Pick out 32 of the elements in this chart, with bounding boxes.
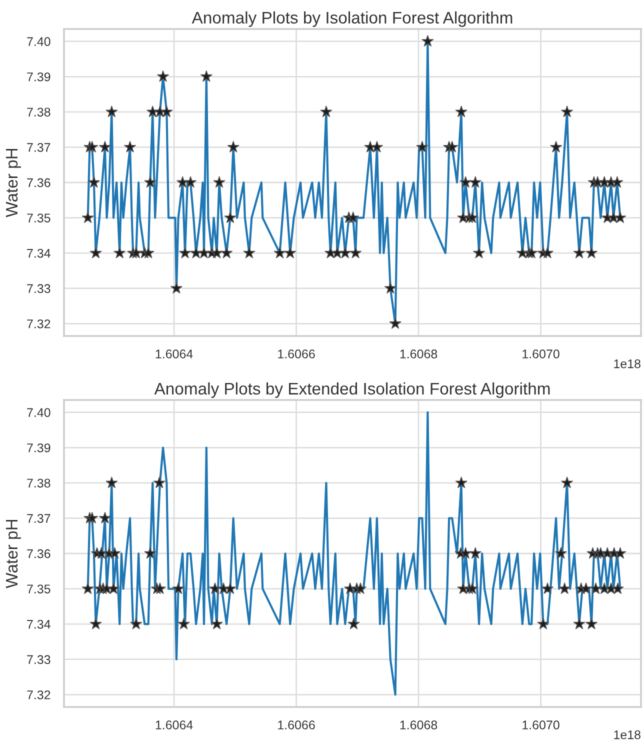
x-tick-label: 1.6070: [522, 350, 560, 358]
y-tick-label: 7.35: [27, 214, 50, 222]
y-tick-label: 7.40: [27, 408, 50, 418]
y-tick-label: 7.34: [27, 248, 50, 258]
y-axis-title: Water pH: [6, 520, 21, 588]
x-tick-label: 1.6070: [522, 720, 560, 730]
y-tick-label: 7.37: [27, 514, 50, 523]
y-tick-label: 7.34: [27, 620, 50, 629]
text: 1e18: [614, 359, 640, 368]
text: 1e18: [614, 730, 640, 740]
y-tick-label: 7.38: [27, 108, 50, 117]
y-tick-label: 7.38: [27, 478, 50, 488]
y-tick-label: 7.35: [27, 584, 50, 594]
y-axis-title: Water pH: [6, 148, 21, 218]
y-tick-label: 7.33: [27, 655, 50, 664]
chart-title: Anomaly Plots by Isolation Forest Algorithm: [192, 11, 512, 27]
y-tick-label: 7.32: [27, 319, 50, 328]
y-tick-label: 7.32: [27, 690, 50, 700]
y-tick-label: 7.39: [27, 443, 50, 452]
y-tick-label: 7.37: [27, 143, 50, 152]
x-tick-label: 1.6064: [156, 720, 193, 730]
chart-title: Anomaly Plots by Extended Isolation Forest Algorithm: [154, 382, 550, 398]
y-tick-label: 7.39: [27, 72, 50, 82]
x-tick-label: 1.6066: [278, 720, 315, 730]
y-tick-label: 7.36: [27, 178, 50, 188]
y-tick-label: 7.36: [27, 549, 50, 558]
y-tick-label: 7.33: [27, 284, 50, 294]
y-tick-label: 7.40: [27, 37, 50, 46]
x-tick-label: 1.6068: [400, 350, 438, 358]
x-tick-label: 1.6064: [156, 350, 193, 358]
x-tick-label: 1.6068: [400, 720, 438, 730]
x-tick-label: 1.6066: [278, 350, 315, 358]
